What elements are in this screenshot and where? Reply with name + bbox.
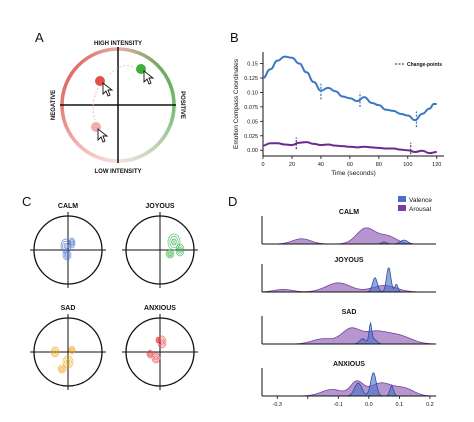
trajectory-1 xyxy=(107,65,134,77)
legend-change-points: Change-points xyxy=(407,62,442,68)
y-tick-label: 0.10 xyxy=(247,90,258,96)
density-contour xyxy=(168,252,172,256)
facet-title: CALM xyxy=(339,209,359,216)
density-contour xyxy=(63,242,69,250)
label-negative: NEGATIVE xyxy=(51,90,57,120)
label-low-intensity: LOW INTENSITY xyxy=(95,169,142,175)
marker-red xyxy=(95,76,105,86)
compass-title: ANXIOUS xyxy=(144,305,176,312)
density-contour xyxy=(169,236,179,248)
density-contour xyxy=(156,337,160,343)
density-contour xyxy=(53,349,57,355)
density-contour xyxy=(58,365,66,373)
y-tick-label: 0.00 xyxy=(247,148,258,154)
density-contour xyxy=(62,249,72,261)
legend-valence: Valence xyxy=(409,197,432,204)
panel-letter-a: A xyxy=(35,30,44,45)
cursor-icon xyxy=(97,128,109,143)
x-tick-label: 100 xyxy=(403,162,412,168)
arousal-density xyxy=(262,380,437,397)
legend-arousal: Arousal xyxy=(409,206,432,213)
density-contour xyxy=(147,350,153,358)
x-tick-label: 0 xyxy=(261,162,264,168)
panel-letter-d: D xyxy=(228,194,237,209)
density-contour xyxy=(70,348,74,352)
density-contour xyxy=(152,354,160,362)
series-line-1 xyxy=(262,141,437,155)
facet-title: JOYOUS xyxy=(334,257,364,264)
density-contour xyxy=(65,359,71,365)
panel-c: C CALM JOYOUS SAD ANXIOUS xyxy=(22,194,198,390)
density-contour xyxy=(63,251,71,259)
density-contour xyxy=(50,346,60,358)
y-tick-label: 0.05 xyxy=(247,119,258,125)
x-tick-label: 0.1 xyxy=(396,402,404,408)
arousal-density xyxy=(262,227,436,245)
panel-d: D CALM JOYOUS SAD ANXIOUS -0.3 -0.1 0.0 0.1 0.2 V… xyxy=(228,194,437,408)
density-contour xyxy=(146,349,154,359)
density-contour xyxy=(148,352,152,356)
legend-valence-swatch xyxy=(398,196,406,202)
density-contour xyxy=(51,348,59,356)
series-line-0 xyxy=(262,55,437,122)
density-contour xyxy=(158,337,166,347)
density-contour xyxy=(160,339,164,345)
facet-title: ANXIOUS xyxy=(333,361,365,368)
density-contour xyxy=(64,357,72,367)
x-axis-title: Time (seconds) xyxy=(331,170,376,177)
density-contour xyxy=(69,239,75,247)
panel-a: A HIGH INTENSITY LOW INTENSITY NEGATIVE … xyxy=(35,30,185,175)
density-contour xyxy=(175,243,185,257)
panel-letter-b: B xyxy=(230,30,239,45)
arousal-density xyxy=(262,327,437,345)
facet-title: SAD xyxy=(342,309,357,316)
y-tick-label: 0.025 xyxy=(244,134,258,140)
density-contour xyxy=(155,336,161,344)
density-contour xyxy=(178,247,182,253)
density-contour xyxy=(62,355,74,369)
compass-title: CALM xyxy=(58,203,78,210)
marker-green xyxy=(136,64,146,74)
density-contour xyxy=(60,367,64,371)
density-contour xyxy=(167,233,181,251)
density-contour xyxy=(69,346,75,354)
compass-title: SAD xyxy=(61,305,76,312)
label-positive: POSITIVE xyxy=(179,91,185,119)
cursor-icon xyxy=(102,82,114,97)
trajectory-2 xyxy=(92,87,99,121)
density-contour xyxy=(68,345,76,355)
x-tick-label: 80 xyxy=(376,162,382,168)
density-contour xyxy=(176,245,184,255)
x-tick-label: -0.3 xyxy=(273,402,282,408)
x-tick-label: 20 xyxy=(289,162,295,168)
arousal-density xyxy=(261,282,436,293)
x-tick-label: 60 xyxy=(347,162,353,168)
x-tick-label: 0.0 xyxy=(365,402,373,408)
label-high-intensity: HIGH INTENSITY xyxy=(94,41,142,47)
y-tick-label: 0.075 xyxy=(244,105,258,111)
y-tick-label: 0.125 xyxy=(244,76,258,82)
density-contour xyxy=(65,252,69,258)
x-tick-label: 40 xyxy=(318,162,324,168)
density-contour xyxy=(165,249,175,259)
panel-letter-c: C xyxy=(22,194,31,209)
density-contour xyxy=(156,338,160,342)
legend-arousal-swatch xyxy=(398,205,406,211)
compass-title: JOYOUS xyxy=(145,203,175,210)
density-contour xyxy=(68,237,76,249)
density-contour xyxy=(166,250,174,258)
y-tick-label: 0.15 xyxy=(247,62,258,68)
cursor-icon xyxy=(143,70,155,85)
density-contour xyxy=(70,240,74,246)
density-contour xyxy=(57,364,67,374)
x-tick-label: 120 xyxy=(432,162,441,168)
panel-b: B 0 20 40 60 80 100 120 0.00 0.025 0.05 0.075 0.10 0… xyxy=(230,30,444,177)
x-tick-label: -0.1 xyxy=(334,402,343,408)
y-axis-title: Emotion Compass Coordinates xyxy=(233,58,240,149)
density-contour xyxy=(154,355,158,361)
density-contour xyxy=(151,352,161,364)
x-tick-label: 0.2 xyxy=(426,402,434,408)
density-contour xyxy=(171,238,177,246)
